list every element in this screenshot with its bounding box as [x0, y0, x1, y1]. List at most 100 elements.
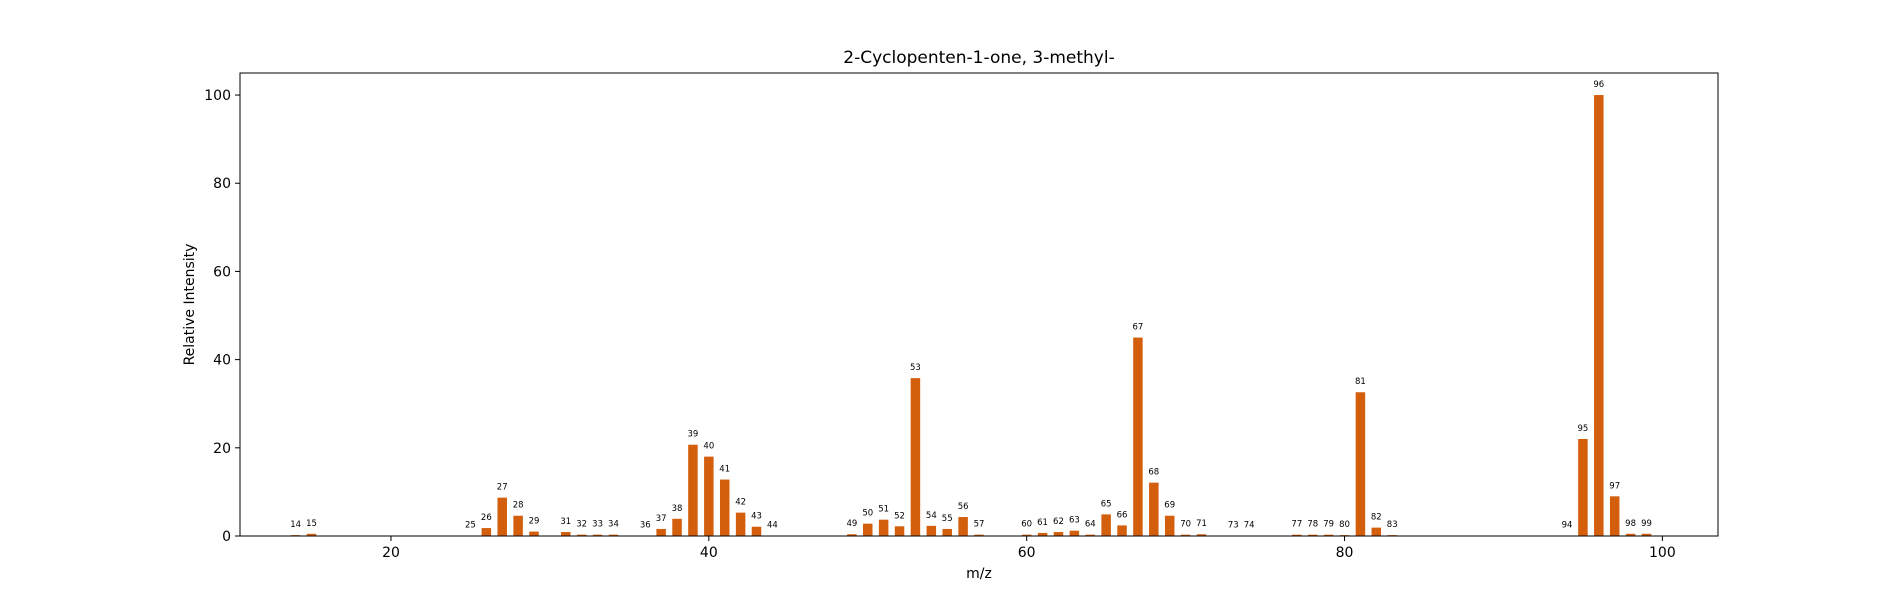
bar: [1149, 482, 1159, 536]
bar-label: 49: [846, 519, 857, 529]
bar: [481, 528, 492, 536]
bar: [1609, 496, 1620, 536]
bar-label: 96: [1593, 80, 1604, 90]
bar-label: 31: [560, 517, 571, 527]
bar-label: 69: [1164, 501, 1175, 511]
bar: [497, 497, 507, 536]
bar-label: 43: [751, 512, 762, 522]
bar-label: 40: [703, 442, 714, 452]
bar: [1307, 534, 1318, 536]
bar: [1292, 534, 1302, 536]
bar-label: 51: [878, 505, 889, 515]
bar: [656, 528, 666, 536]
x-tick-label: 80: [1336, 545, 1354, 561]
bar-label: 82: [1371, 513, 1382, 523]
bar: [847, 534, 857, 536]
bar-label: 37: [656, 514, 667, 524]
bar-label: 79: [1323, 520, 1334, 530]
bar: [719, 479, 730, 536]
bar: [910, 378, 921, 536]
bar-label: 65: [1101, 499, 1112, 509]
bar-label: 26: [481, 513, 492, 523]
bar: [1021, 534, 1032, 536]
bar: [878, 519, 889, 536]
bar: [1196, 534, 1207, 536]
bar: [1355, 392, 1366, 536]
y-tick-label: 100: [204, 88, 231, 104]
bar: [608, 534, 619, 536]
y-tick-label: 60: [213, 264, 231, 280]
bar-label: 68: [1148, 468, 1159, 478]
x-axis: 20 40 60 80 100: [382, 536, 1676, 561]
bar: [1180, 534, 1191, 536]
bar-label: 64: [1085, 520, 1096, 530]
bar: [529, 531, 539, 536]
bar: [751, 526, 762, 536]
bar: [1053, 532, 1064, 536]
bars-group: [290, 95, 1652, 537]
bar-label: 44: [767, 521, 778, 531]
bar-label: 78: [1307, 520, 1318, 530]
bar-label: 99: [1641, 519, 1652, 529]
bar-label: 50: [862, 509, 873, 519]
bar: [958, 517, 968, 536]
bar: [672, 518, 682, 536]
bar: [704, 456, 714, 536]
bar-label: 83: [1387, 520, 1398, 530]
bar: [942, 528, 952, 536]
bar-label: 32: [576, 520, 587, 530]
bar: [306, 533, 317, 536]
x-axis-label: m/z: [966, 566, 992, 582]
bar-label: 66: [1117, 510, 1128, 520]
bar-label: 28: [513, 501, 524, 511]
bar: [1117, 525, 1127, 536]
bar: [1037, 532, 1048, 536]
bar-label: 61: [1037, 518, 1048, 528]
bar-label: 57: [974, 520, 985, 530]
bar: [561, 532, 571, 536]
x-tick-label: 60: [1018, 545, 1036, 561]
bar: [974, 534, 984, 536]
bar: [1371, 527, 1382, 536]
bar-label: 97: [1609, 481, 1620, 491]
bar-label: 36: [640, 521, 651, 531]
bar-label: 70: [1180, 520, 1191, 530]
bar: [863, 523, 873, 536]
y-tick-label: 20: [213, 441, 231, 457]
bar: [1594, 95, 1604, 537]
bar-label: 54: [926, 511, 937, 521]
bar-label: 41: [719, 465, 730, 475]
bar: [513, 515, 523, 536]
bar-label: 62: [1053, 517, 1064, 527]
y-axis-label: Relative Intensity: [182, 244, 198, 366]
bar-label: 67: [1133, 323, 1144, 333]
bar-label: 80: [1339, 520, 1350, 530]
bar-label: 34: [608, 520, 619, 530]
bar-label: 38: [672, 504, 683, 514]
bar-label: 81: [1355, 377, 1366, 387]
bar: [1133, 337, 1143, 536]
bar-label: 74: [1244, 521, 1255, 531]
y-tick-label: 0: [222, 529, 231, 545]
chart-title: 2-Cyclopenten-1-one, 3-methyl-: [843, 48, 1114, 68]
bar-label: 60: [1021, 520, 1032, 530]
bar-label: 14: [290, 520, 301, 530]
bar-label: 77: [1291, 520, 1302, 530]
bar-label: 27: [497, 483, 508, 493]
bar-label: 98: [1625, 519, 1636, 529]
y-tick-label: 40: [213, 353, 231, 369]
bar-label: 55: [942, 514, 953, 524]
bar-labels-group: 14 15 25 26 27 28 29 31 32 33 34 36 37 38 39 40 41 42 43 44…: [290, 80, 1652, 531]
bar-label: 53: [910, 363, 921, 373]
bar: [926, 525, 937, 536]
bar-label: 56: [958, 502, 969, 512]
bar-label: 63: [1069, 516, 1080, 526]
bar: [1101, 514, 1111, 536]
bar: [576, 534, 587, 536]
bar: [1641, 533, 1652, 536]
y-tick-label: 80: [213, 176, 231, 192]
bar-label: 94: [1562, 521, 1573, 531]
bar: [1069, 530, 1080, 536]
bar: [1625, 533, 1636, 536]
